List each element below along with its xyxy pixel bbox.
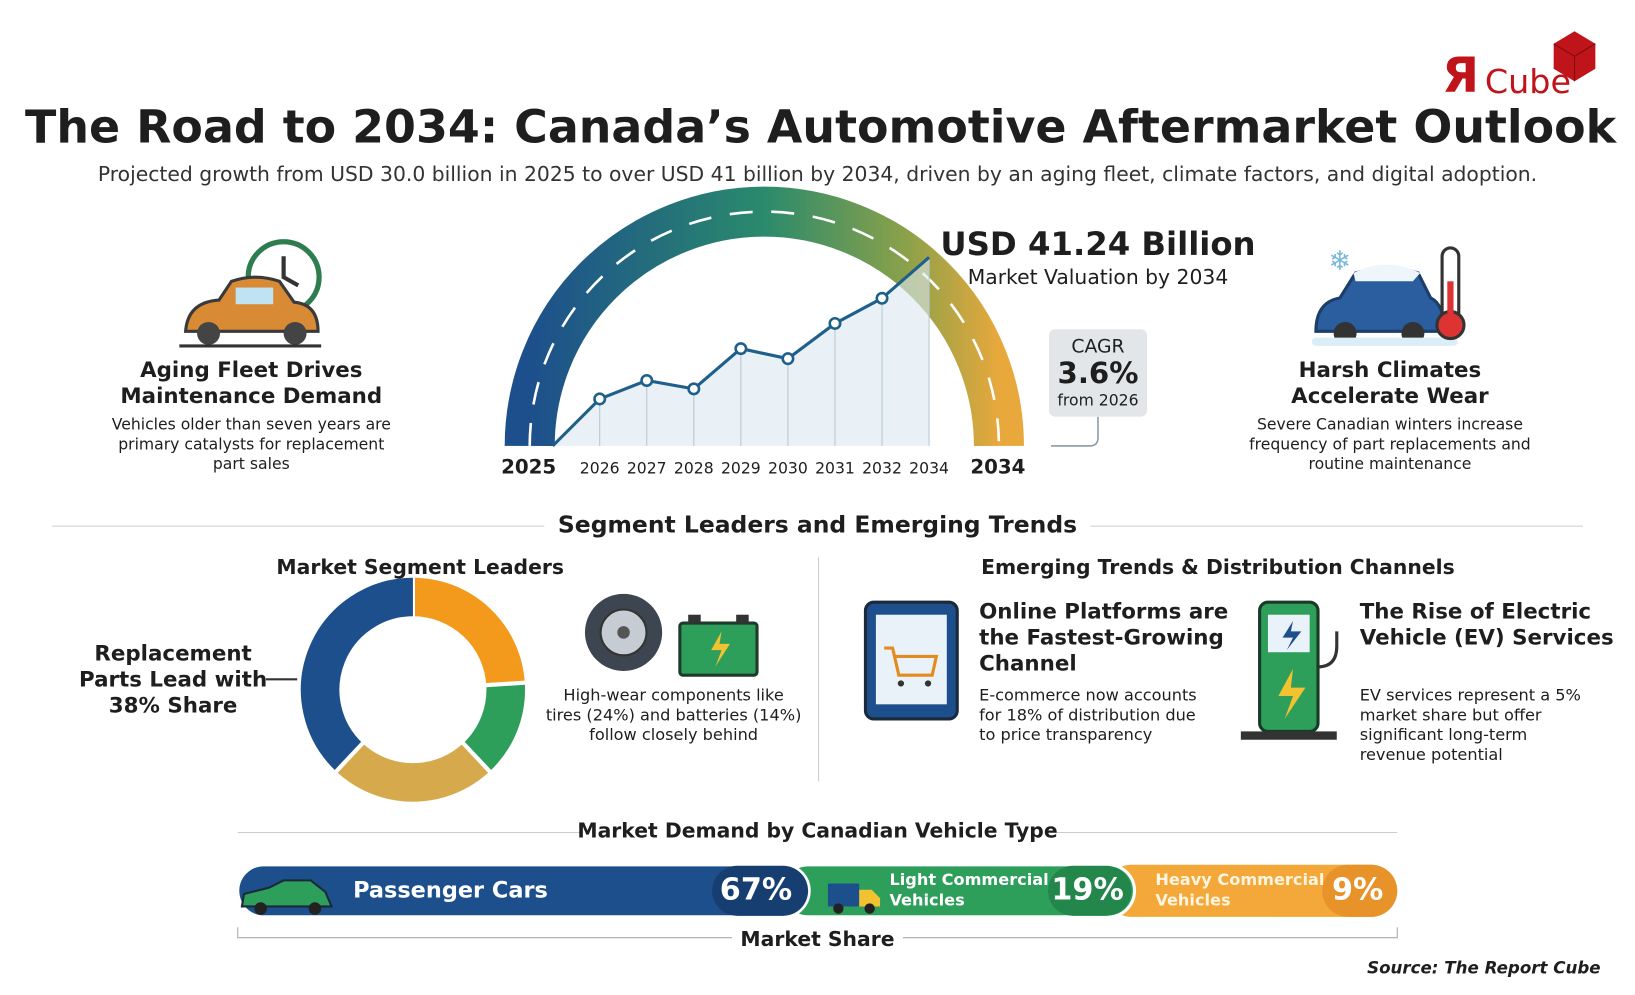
share-caption: Market Share <box>740 927 894 951</box>
axis-start-label: 2025 <box>501 455 556 478</box>
left-panel-text: part sales <box>213 454 290 473</box>
segment-pill-end <box>1047 865 1132 916</box>
trend-text: to price transparency <box>979 725 1153 744</box>
segment-name: Vehicles <box>889 891 964 910</box>
title: The Road to 2034: Canada’s Automotive Af… <box>25 100 1618 154</box>
point <box>640 373 654 388</box>
segment-pill <box>236 863 811 919</box>
aging-fleet-icon <box>179 239 322 348</box>
trend-title: Channel <box>979 652 1077 677</box>
x-tick-label: 2032 <box>862 458 902 477</box>
x-tick-label: 2034 <box>909 458 949 477</box>
segment-name: Vehicles <box>1155 891 1230 910</box>
vehicle-title: Market Demand by Canadian Vehicle Type <box>577 818 1057 842</box>
left-panel-title: Aging Fleet Drives <box>140 358 362 383</box>
right-panel-title: Harsh Climates <box>1299 358 1482 383</box>
lead-text: 38% Share <box>109 693 238 718</box>
section-title: Segment Leaders and Emerging Trends <box>558 511 1077 539</box>
trend-title: The Rise of Electric <box>1360 600 1591 625</box>
segment-name: Heavy Commercial <box>1155 870 1324 889</box>
left-panel-title: Maintenance Demand <box>120 384 382 409</box>
point <box>781 352 795 366</box>
x-tick-label: 2029 <box>721 458 761 477</box>
cagr-box <box>1048 329 1148 417</box>
segment-pill <box>1105 864 1398 917</box>
point <box>734 342 748 356</box>
tire-battery-icon <box>584 593 759 677</box>
trend-text: revenue potential <box>1360 745 1503 764</box>
donut-segment <box>336 742 490 802</box>
truck-icon <box>827 883 881 914</box>
trend-text: for 18% of distribution due <box>979 705 1196 724</box>
point <box>687 382 701 396</box>
share-bracket <box>237 927 1398 939</box>
donut-gap <box>460 740 493 775</box>
segment-pill-end <box>712 865 809 916</box>
right-panel-text: frequency of part replacements and <box>1249 434 1531 453</box>
valuation-caption: Market Valuation by 2034 <box>968 265 1229 289</box>
logo: Я Cube <box>1442 31 1596 104</box>
trend-title: Online Platforms are <box>979 600 1228 625</box>
charger-icon <box>1240 600 1339 740</box>
svg-text:❄: ❄ <box>1329 246 1352 277</box>
point <box>593 392 607 406</box>
x-tick-label: 2027 <box>627 458 667 477</box>
source: Source: The Report Cube <box>1367 958 1600 977</box>
cagr-connector <box>1051 416 1099 447</box>
point <box>875 291 889 305</box>
right-panel-text: Severe Canadian winters increase <box>1257 415 1523 434</box>
donut-gap <box>333 740 366 775</box>
trend-text: significant long-term <box>1360 725 1528 744</box>
panel-title: Market Segment Leaders <box>276 555 564 579</box>
segment-share: 9% <box>1332 872 1383 907</box>
donut-chart <box>300 575 528 802</box>
note-text: follow closely behind <box>589 725 758 744</box>
left-panel-text: primary catalysts for replacement <box>118 434 384 453</box>
lead-text: Parts Lead with <box>79 667 267 692</box>
segment-pill-end <box>1322 864 1398 917</box>
panel-title: Emerging Trends & Distribution Channels <box>981 555 1455 579</box>
subtitle: Projected growth from USD 30.0 billion i… <box>98 162 1537 186</box>
donut-segment <box>300 577 414 772</box>
x-tick-label: 2026 <box>580 458 620 477</box>
x-tick-label: 2031 <box>815 458 855 477</box>
trend-title: Vehicle (EV) Services <box>1360 626 1614 651</box>
line-chart: 2026 2027 2028 2029 2030 2031 2032 2034 <box>551 256 949 477</box>
trend-title: the Fastest-Growing <box>979 626 1224 651</box>
logo-cube-edge <box>1553 43 1596 82</box>
logo-mark: Я <box>1442 49 1479 104</box>
left-panel-text: Vehicles older than seven years are <box>112 415 391 434</box>
cagr-value: 3.6% <box>1058 356 1139 390</box>
trend-text: EV services represent a 5% <box>1360 685 1581 704</box>
valuation-value: USD 41.24 Billion <box>940 225 1255 263</box>
segment-name: Light Commercial <box>889 870 1048 889</box>
trend-text: market share but offer <box>1360 705 1542 724</box>
segment-name: Passenger Cars <box>353 877 548 903</box>
cagr-caption: from 2026 <box>1057 391 1138 410</box>
axis-end-label: 2034 <box>970 455 1025 478</box>
point <box>828 316 842 330</box>
climate-icon: ❄ <box>1311 246 1466 346</box>
cagr-label: CAGR <box>1071 336 1124 357</box>
note-text: tires (24%) and batteries (14%) <box>546 705 802 724</box>
segment-share: 19% <box>1051 872 1123 907</box>
segment-share: 67% <box>720 872 792 907</box>
right-panel-text: routine maintenance <box>1308 454 1471 473</box>
donut-gap <box>484 680 528 688</box>
car-icon <box>240 879 334 915</box>
trend-text: E-commerce now accounts <box>979 685 1197 704</box>
x-tick-label: 2028 <box>674 458 714 477</box>
gauge-arc <box>504 186 1024 446</box>
note-text: High-wear components like <box>563 685 783 704</box>
logo-text: Cube <box>1485 62 1571 101</box>
right-panel-title: Accelerate Wear <box>1291 384 1489 409</box>
x-tick-label: 2030 <box>768 458 808 477</box>
donut-segment <box>462 682 525 772</box>
tablet-icon <box>863 600 959 721</box>
lead-text: Replacement <box>94 641 251 666</box>
donut-segment <box>412 577 525 686</box>
